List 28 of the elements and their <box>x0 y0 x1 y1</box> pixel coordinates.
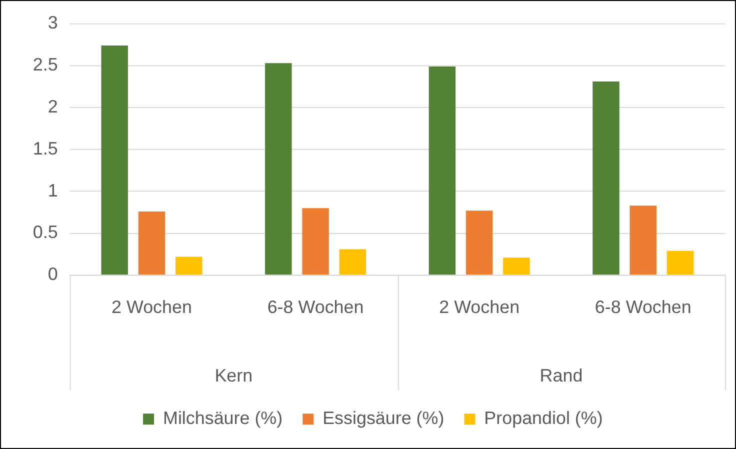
y-tick-label: 2.5 <box>32 54 58 75</box>
x-tick-label: 2 Wochen <box>439 296 520 317</box>
bar <box>592 82 620 275</box>
bar <box>302 208 329 275</box>
text: Rand <box>540 365 583 386</box>
bar <box>339 249 366 275</box>
y-tick-label: 0 <box>48 264 58 284</box>
legend-label: Essigsäure (%) <box>322 408 444 428</box>
bar <box>138 211 166 275</box>
y-tick-label: 1.5 <box>32 138 58 158</box>
x-tick-label: 6-8 Wochen <box>267 296 364 317</box>
bar <box>428 66 456 275</box>
bar <box>265 63 292 275</box>
x-tick-label: 6-8 Wochen <box>594 296 692 317</box>
bar <box>503 258 530 275</box>
bar <box>630 206 656 275</box>
legend-label: Propandiol (%) <box>484 408 603 428</box>
bar <box>175 256 202 275</box>
x-tick-label: 2 Wochen <box>112 296 192 317</box>
bar <box>101 45 128 275</box>
y-tick-label: 0.5 <box>32 222 58 242</box>
y-tick-label: 3 <box>48 12 58 33</box>
y-tick-label: 2 <box>48 96 58 116</box>
legend-label: Milchsäure (%) <box>163 408 283 428</box>
text: Kern <box>214 365 253 386</box>
y-tick-label: 1 <box>48 180 58 200</box>
bar <box>466 210 493 275</box>
bar <box>666 250 694 275</box>
